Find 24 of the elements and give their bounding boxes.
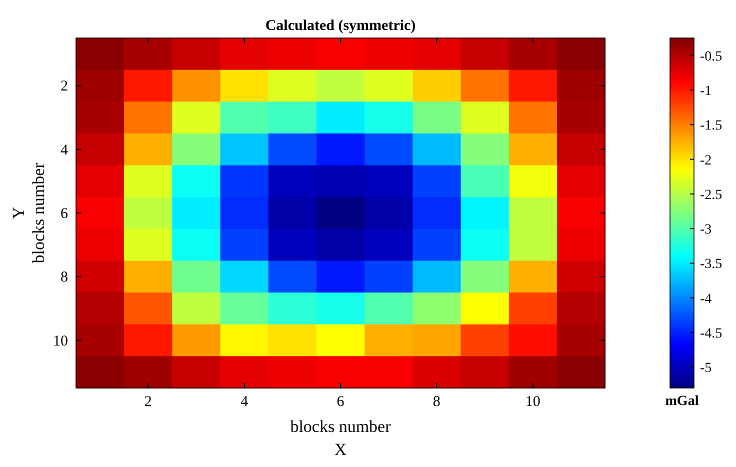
x-tick-label: 10: [525, 394, 540, 410]
x-tick-label: 2: [144, 394, 152, 410]
color-bar-label: -5: [700, 361, 712, 376]
y-axis-title: Y blocks number: [9, 162, 48, 264]
color-bar-label: -3.5: [700, 257, 722, 272]
color-bar-label: -0.5: [700, 49, 722, 64]
y-tick-label: 6: [60, 206, 68, 222]
y-tick-label: 4: [60, 142, 68, 158]
y-tick-label: 8: [60, 270, 68, 286]
x-axis-title: blocks number X: [290, 417, 392, 459]
x-tick-label: 6: [336, 394, 345, 410]
x-tick-label: 4: [240, 394, 249, 410]
color-bar-label: -2.5: [700, 188, 722, 203]
color-bar-label: -2: [700, 153, 712, 168]
color-bar-label: -1: [700, 84, 712, 99]
y-tick-label: 10: [53, 333, 68, 350]
x-tick-label: 8: [432, 394, 440, 410]
color-bar-title: mGal: [665, 394, 699, 409]
y-tick-label: 2: [60, 78, 68, 95]
color-bar-label: -1.5: [700, 118, 722, 134]
chart-title: Calculated (symmetric): [265, 18, 416, 34]
color-bar-label: -3: [700, 222, 712, 238]
color-bar-label: -4: [700, 292, 712, 307]
color-bar-label: -4.5: [700, 326, 722, 342]
